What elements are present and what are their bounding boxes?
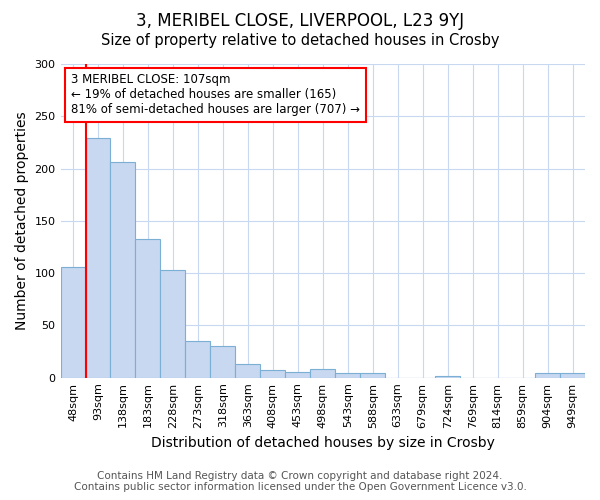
Text: 3, MERIBEL CLOSE, LIVERPOOL, L23 9YJ: 3, MERIBEL CLOSE, LIVERPOOL, L23 9YJ (136, 12, 464, 30)
Bar (435, 376, 460, 378)
Bar (136, 238, 160, 378)
Bar (310, 370, 335, 378)
Text: 3 MERIBEL CLOSE: 107sqm
← 19% of detached houses are smaller (165)
81% of semi-d: 3 MERIBEL CLOSE: 107sqm ← 19% of detache… (71, 74, 360, 116)
Bar (110, 162, 136, 378)
Bar (86, 138, 110, 378)
X-axis label: Distribution of detached houses by size in Crosby: Distribution of detached houses by size … (151, 436, 495, 450)
Bar (535, 374, 560, 378)
Bar (260, 370, 286, 378)
Bar (185, 341, 211, 378)
Bar (235, 364, 260, 378)
Bar (61, 267, 86, 378)
Bar (335, 374, 360, 378)
Bar (160, 270, 185, 378)
Bar (286, 372, 310, 378)
Text: Size of property relative to detached houses in Crosby: Size of property relative to detached ho… (101, 32, 499, 48)
Y-axis label: Number of detached properties: Number of detached properties (15, 112, 29, 330)
Bar (560, 374, 585, 378)
Text: Contains HM Land Registry data © Crown copyright and database right 2024.
Contai: Contains HM Land Registry data © Crown c… (74, 471, 526, 492)
Bar (211, 346, 235, 378)
Bar (360, 374, 385, 378)
